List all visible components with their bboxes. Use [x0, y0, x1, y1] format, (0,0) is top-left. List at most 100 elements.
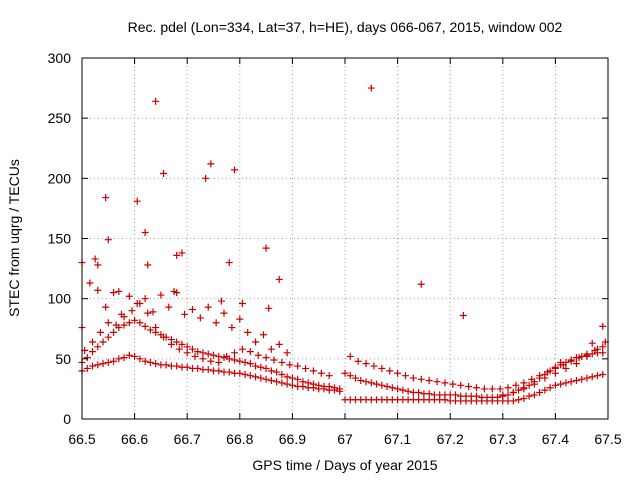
data-point [141, 357, 149, 365]
data-point [575, 354, 583, 362]
data-point [141, 322, 149, 330]
data-point [357, 376, 365, 384]
data-point [104, 319, 112, 327]
data-point [473, 392, 480, 400]
data-point [115, 355, 123, 363]
data-point [181, 310, 189, 318]
data-point [262, 354, 270, 362]
data-point [238, 345, 246, 353]
data-point [599, 370, 607, 378]
data-point [89, 338, 97, 346]
data-point [199, 355, 207, 363]
data-point [567, 378, 575, 386]
data-point [99, 338, 107, 346]
data-point [288, 381, 296, 389]
data-point [228, 324, 236, 332]
data-point [309, 367, 317, 375]
data-point [83, 354, 91, 362]
data-point [541, 386, 549, 394]
data-point [459, 312, 467, 320]
data-point [215, 352, 223, 360]
data-point [89, 362, 97, 370]
data-point [170, 287, 178, 295]
data-point [204, 303, 212, 311]
data-point [378, 381, 386, 389]
grid-lines [82, 58, 608, 419]
data-point [457, 381, 465, 389]
data-point [593, 372, 601, 380]
x-tick-label: 67.4 [542, 431, 569, 447]
data-point [509, 397, 517, 405]
data-point [275, 340, 283, 348]
data-point [204, 350, 212, 358]
data-point [267, 345, 275, 353]
data-point [473, 384, 480, 392]
data-point [217, 297, 225, 305]
data-point [520, 385, 528, 393]
data-point [149, 308, 157, 316]
data-point [536, 389, 544, 397]
data-point [178, 340, 186, 348]
data-point [117, 310, 125, 318]
x-tick-label: 67.2 [437, 431, 464, 447]
data-point [89, 348, 97, 356]
data-point [146, 358, 154, 366]
data-point [409, 374, 417, 382]
data-point [246, 372, 254, 380]
data-point [83, 364, 91, 372]
x-axis-label: GPS time / Days of year 2015 [252, 457, 437, 473]
data-point [146, 326, 154, 334]
data-point [488, 385, 496, 393]
data-point [465, 383, 473, 391]
data-point [223, 352, 231, 360]
data-point [520, 379, 528, 387]
data-points [78, 84, 609, 405]
data-point [404, 387, 412, 395]
axis-ticks [81, 57, 609, 420]
data-point [112, 321, 120, 329]
data-point [231, 356, 239, 364]
data-point [317, 369, 325, 377]
data-point [257, 374, 265, 382]
data-point [425, 390, 433, 398]
data-point [520, 395, 528, 403]
data-point [246, 360, 254, 368]
data-point [346, 372, 354, 380]
data-point [141, 295, 149, 303]
y-tick-label: 100 [48, 291, 72, 307]
data-point [96, 328, 104, 336]
y-tick-label: 0 [63, 411, 71, 427]
data-point [259, 331, 267, 339]
x-tick-label: 66.6 [121, 431, 148, 447]
data-point [133, 299, 141, 307]
data-point [212, 319, 220, 327]
data-point [504, 384, 512, 392]
data-point [362, 360, 370, 368]
data-point [273, 378, 281, 386]
data-point [599, 349, 607, 357]
data-point [551, 369, 559, 377]
data-point [294, 362, 302, 370]
data-point [238, 299, 246, 307]
data-point [144, 309, 152, 317]
data-point [115, 287, 123, 295]
data-point [546, 384, 554, 392]
data-point [236, 357, 244, 365]
data-point [120, 354, 128, 362]
data-point [417, 375, 425, 383]
data-point [330, 384, 338, 392]
data-point [141, 228, 149, 236]
data-point [583, 374, 591, 382]
data-point [383, 383, 391, 391]
data-point [283, 380, 291, 388]
data-point [593, 345, 601, 353]
data-point [94, 261, 102, 269]
data-point [362, 378, 370, 386]
data-point [160, 333, 168, 341]
data-point [210, 351, 217, 359]
data-point [441, 379, 449, 387]
data-point [299, 378, 307, 386]
data-point [341, 369, 349, 377]
data-point [557, 380, 565, 388]
data-point [252, 373, 260, 381]
